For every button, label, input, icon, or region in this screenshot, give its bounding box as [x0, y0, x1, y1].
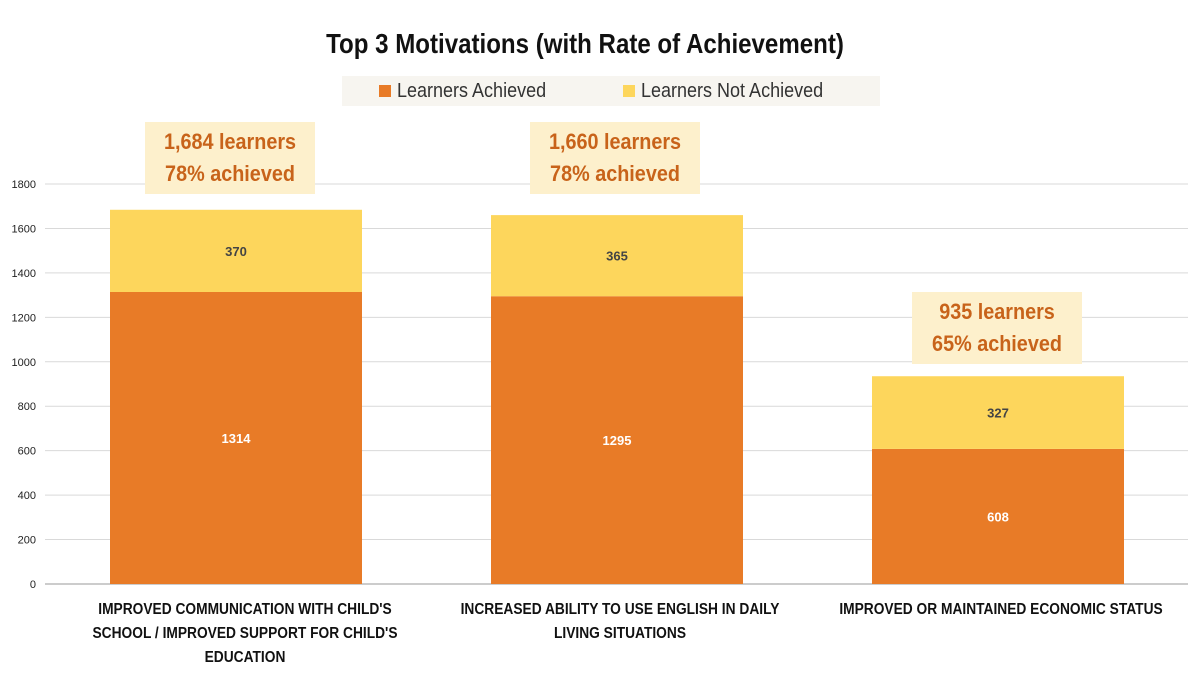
- y-tick-label: 1600: [12, 223, 36, 235]
- category-label-1-text: IMPROVED COMMUNICATION WITH CHILD'S SCHO…: [92, 601, 398, 666]
- y-tick-label: 400: [18, 490, 36, 502]
- category-label-3-text: IMPROVED OR MAINTAINED ECONOMIC STATUS: [838, 601, 1163, 618]
- category-label-1: IMPROVED COMMUNICATION WITH CHILD'S SCHO…: [40, 598, 450, 670]
- callout-1-count: 1,684 learners: [163, 129, 297, 154]
- legend-swatch-not-achieved: [622, 85, 635, 97]
- bar-achieved: [110, 292, 362, 584]
- category-label-2: INCREASED ABILITY TO USE ENGLISH IN DAIL…: [430, 598, 810, 646]
- callout-3: 935 learners 65% achieved: [912, 292, 1082, 364]
- callout-2-count: 1,660 learners: [548, 129, 682, 154]
- legend-label-achieved: Learners Achieved: [396, 79, 547, 102]
- legend-swatch-achieved: [378, 85, 391, 97]
- y-tick-label: 1400: [12, 268, 36, 280]
- bar-achieved: [872, 448, 1124, 584]
- callout-2-rate: 78% achieved: [550, 161, 680, 186]
- chart-title: Top 3 Motivations (with Rate of Achievem…: [326, 28, 844, 59]
- y-tick-label: 200: [18, 535, 36, 547]
- data-label: 1314: [222, 431, 252, 446]
- callout-2: 1,660 learners 78% achieved: [530, 122, 700, 194]
- legend-label-not-achieved: Learners Not Achieved: [640, 79, 823, 102]
- bar-not-achieved: [872, 376, 1124, 449]
- data-label: 365: [606, 249, 628, 264]
- category-label-3: IMPROVED OR MAINTAINED ECONOMIC STATUS: [808, 598, 1193, 622]
- data-label: 608: [987, 509, 1009, 524]
- bar-not-achieved: [491, 215, 743, 297]
- y-tick-label: 1800: [12, 179, 36, 191]
- callout-1: 1,684 learners 78% achieved: [145, 122, 315, 194]
- callout-1-rate: 78% achieved: [165, 161, 295, 186]
- data-label: 1295: [603, 433, 632, 448]
- y-tick-label: 600: [18, 446, 36, 458]
- callout-3-count: 935 learners: [939, 299, 1055, 324]
- y-tick-label: 0: [30, 579, 36, 591]
- data-label: 327: [987, 406, 1009, 421]
- legend: Learners Achieved Learners Not Achieved: [342, 76, 880, 106]
- legend-item-not-achieved: Learners Not Achieved: [622, 79, 843, 103]
- category-label-2-text: INCREASED ABILITY TO USE ENGLISH IN DAIL…: [460, 601, 780, 642]
- bar-achieved: [491, 296, 743, 584]
- legend-item-achieved: Learners Achieved: [378, 79, 563, 103]
- callout-3-rate: 65% achieved: [932, 331, 1062, 356]
- y-tick-label: 1200: [12, 312, 36, 324]
- y-tick-label: 800: [18, 401, 36, 413]
- data-label: 370: [225, 244, 247, 259]
- y-tick-label: 1000: [12, 357, 36, 369]
- bar-not-achieved: [110, 209, 362, 292]
